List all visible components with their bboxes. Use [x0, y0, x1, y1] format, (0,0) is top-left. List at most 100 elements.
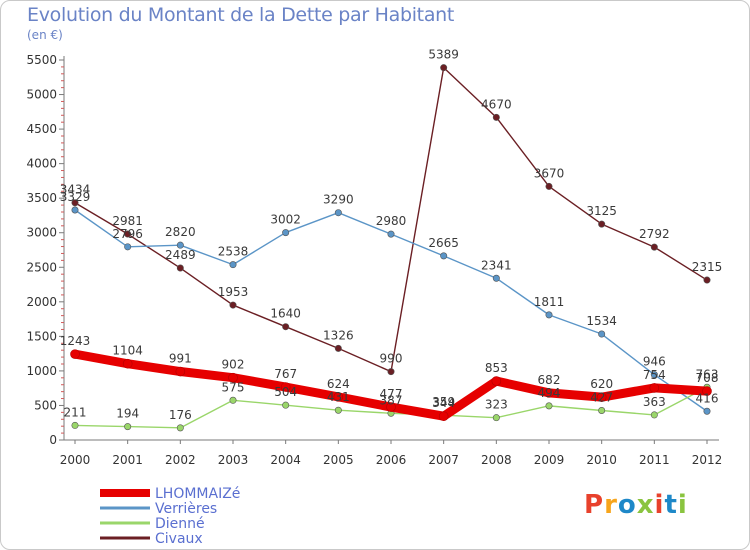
- data-point: [124, 230, 132, 238]
- data-label: 3434: [60, 183, 91, 197]
- logo-letter: t: [664, 490, 678, 520]
- data-label: 1243: [60, 334, 91, 348]
- data-point: [229, 261, 237, 269]
- data-label: 477: [380, 387, 403, 401]
- data-label: 708: [696, 371, 719, 385]
- x-tick-label: 2003: [218, 453, 249, 467]
- legend-label: LHOMMAIZé: [155, 486, 240, 502]
- y-tick-label: 4000: [26, 157, 57, 171]
- data-label: 946: [643, 355, 666, 369]
- data-label: 3329: [60, 190, 91, 204]
- x-tick-label: 2012: [692, 453, 723, 467]
- data-point: [333, 392, 344, 402]
- x-tick-label: 2004: [270, 453, 301, 467]
- data-point: [280, 382, 291, 392]
- unit-label: (en €): [27, 28, 63, 42]
- data-label: 5389: [428, 48, 459, 62]
- data-point: [649, 383, 660, 393]
- x-tick-label: 2001: [112, 453, 143, 467]
- logo-letter: P: [584, 490, 605, 520]
- data-label: 2796: [112, 227, 143, 241]
- data-point: [702, 386, 712, 396]
- data-label: 2665: [428, 236, 459, 250]
- data-point: [176, 241, 184, 249]
- y-tick-label: 3000: [26, 226, 57, 240]
- data-point: [71, 421, 79, 429]
- data-label: 767: [274, 367, 297, 381]
- data-label: 3002: [270, 213, 301, 227]
- data-point: [387, 230, 395, 238]
- data-label: 1811: [534, 295, 565, 309]
- data-point: [545, 311, 553, 319]
- data-label: 3290: [323, 193, 354, 207]
- data-label: 853: [485, 361, 508, 375]
- logo-letter: o: [617, 490, 637, 520]
- data-label: 1534: [586, 314, 617, 328]
- x-tick-label: 2011: [639, 453, 670, 467]
- x-tick-label: 2007: [428, 453, 459, 467]
- data-point: [334, 209, 342, 217]
- data-label: 1953: [218, 285, 249, 299]
- data-label: 3125: [586, 204, 617, 218]
- data-point: [492, 274, 500, 282]
- data-point: [282, 401, 290, 409]
- data-point: [650, 411, 658, 419]
- data-label: 575: [222, 380, 245, 394]
- data-label: 990: [380, 352, 403, 366]
- y-tick-label: 5500: [26, 53, 57, 67]
- data-point: [650, 371, 658, 379]
- data-label: 991: [169, 352, 192, 366]
- data-label: 754: [643, 368, 666, 382]
- data-point: [598, 330, 606, 338]
- logo-letter: i: [677, 490, 688, 520]
- data-point: [229, 301, 237, 309]
- data-label: 1104: [112, 344, 143, 358]
- data-point: [491, 376, 502, 386]
- data-label: 323: [485, 398, 508, 412]
- data-label: 2341: [481, 258, 512, 272]
- x-tick-label: 2000: [60, 453, 91, 467]
- data-label: 3670: [534, 166, 565, 180]
- data-label: 211: [64, 405, 87, 419]
- data-point: [544, 388, 554, 398]
- data-label: 2538: [218, 245, 249, 259]
- x-tick-label: 2006: [376, 453, 407, 467]
- x-tick-label: 2008: [481, 453, 512, 467]
- data-label: 620: [590, 377, 613, 391]
- data-label: 2489: [165, 248, 196, 262]
- data-point: [122, 358, 133, 369]
- legend-label: Dienné: [155, 516, 205, 532]
- x-tick-label: 2002: [165, 453, 196, 467]
- data-point: [545, 402, 553, 410]
- y-tick-label: 1000: [26, 364, 57, 378]
- data-point: [71, 199, 79, 207]
- data-label: 427: [590, 390, 613, 404]
- data-point: [387, 368, 395, 376]
- data-label: 194: [116, 407, 139, 421]
- data-label: 387: [380, 393, 403, 407]
- data-point: [596, 392, 607, 402]
- data-point: [175, 366, 186, 377]
- y-tick-label: 0: [49, 433, 57, 447]
- x-tick-label: 2009: [534, 453, 565, 467]
- data-label: 902: [222, 358, 245, 372]
- data-point: [70, 349, 80, 359]
- data-label: 363: [643, 395, 666, 409]
- data-label: 504: [274, 385, 297, 399]
- x-tick-label: 2005: [323, 453, 354, 467]
- data-point: [71, 206, 79, 214]
- data-label: 624: [327, 377, 350, 391]
- data-label: 2792: [639, 227, 670, 241]
- legend-label: Verrières: [155, 501, 217, 517]
- logo-letter: i: [654, 490, 665, 520]
- data-point: [124, 423, 132, 431]
- data-label: 4670: [481, 97, 512, 111]
- data-point: [492, 414, 500, 422]
- data-point: [703, 407, 711, 415]
- y-tick-label: 500: [34, 398, 57, 412]
- data-label: 763: [696, 367, 719, 381]
- data-point: [334, 406, 342, 414]
- data-point: [228, 372, 238, 383]
